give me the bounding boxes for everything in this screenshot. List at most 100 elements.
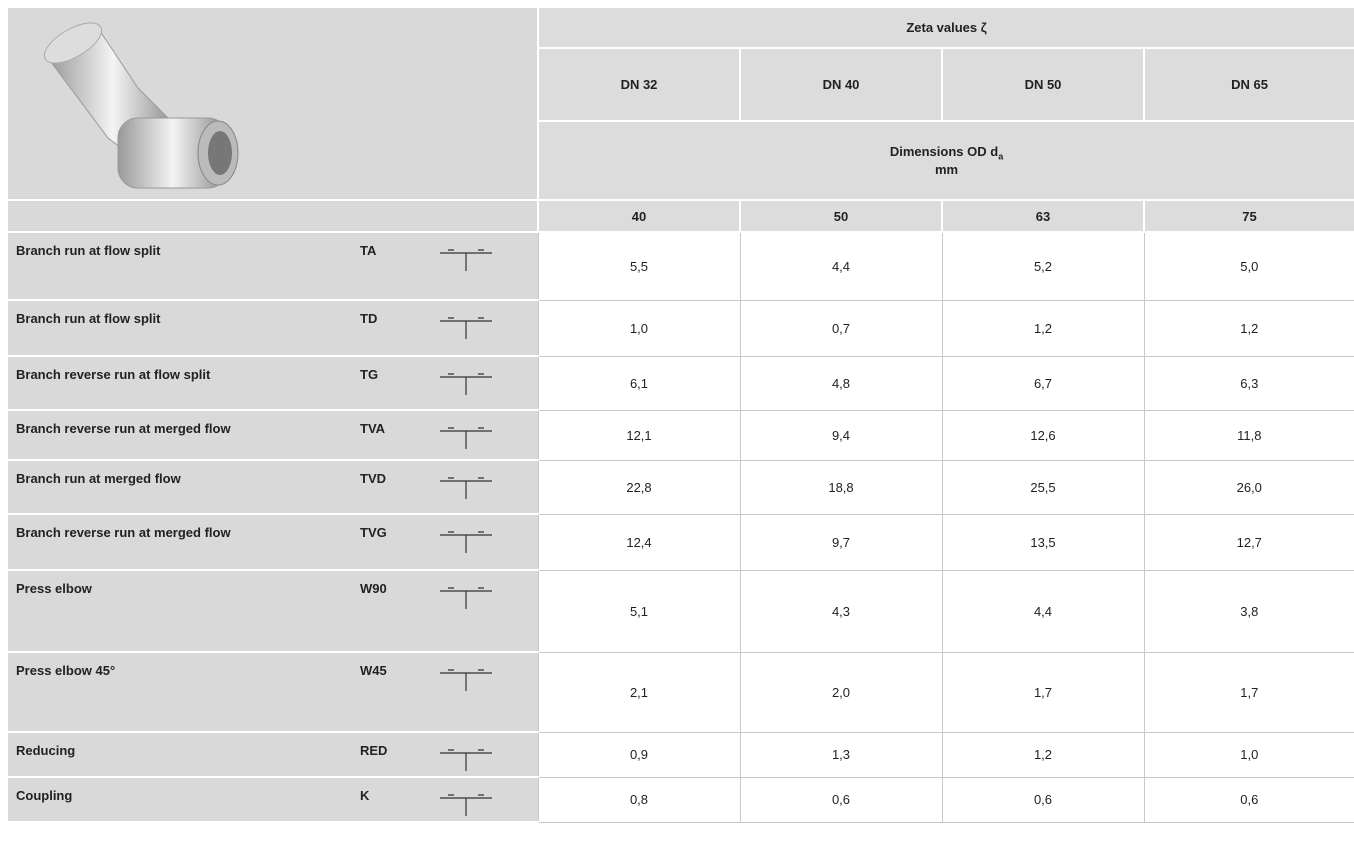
fitting-icon [410, 514, 538, 571]
dimension-header: 63 [941, 200, 1144, 233]
flow-symbol [440, 373, 492, 395]
fitting-code: RED [360, 732, 410, 778]
row: Branch run at merged flow TVD 22,8 18,8 25,5… [8, 460, 1354, 515]
zeta-value: 2,1 [537, 652, 740, 733]
zeta-value: 5,2 [941, 232, 1144, 301]
fitting-name: Branch run at merged flow [8, 460, 360, 515]
zeta-table: Zeta values ζ DN 32 DN 40 DN 50 DN 65 Dimen… [8, 8, 1354, 823]
dimension-header: 50 [739, 200, 942, 233]
fitting-code: TA [360, 232, 410, 301]
fitting-name: Press elbow 45° [8, 652, 360, 733]
dimensions-text: Dimensions OD d [889, 144, 999, 160]
fitting-name: Reducing [8, 732, 360, 778]
flow-symbol [440, 531, 492, 553]
flow-symbol [440, 669, 492, 691]
fitting-name: Branch run at flow split [8, 300, 360, 357]
fitting-code: TVG [360, 514, 410, 571]
zeta-value: 9,4 [739, 410, 942, 461]
blank [8, 200, 538, 233]
zeta-value: 4,4 [941, 570, 1144, 653]
dimensions-subscript: a [998, 151, 1004, 162]
fitting-name: Press elbow [8, 570, 360, 653]
flow-symbol [440, 477, 492, 499]
zeta-value: 12,7 [1143, 514, 1354, 571]
fitting-image [8, 8, 538, 201]
zeta-value: 1,2 [1143, 300, 1354, 357]
fitting-icon [410, 777, 538, 823]
fitting-code: W45 [360, 652, 410, 733]
row: Branch reverse run at merged flow TVG 12,4… [8, 514, 1354, 571]
flow-symbol [440, 587, 492, 609]
size-header: DN 40 [739, 48, 942, 123]
size-header: DN 65 [1142, 48, 1354, 123]
zeta-value: 0,7 [739, 300, 942, 357]
zeta-title: Zeta values ζ [536, 8, 1354, 50]
zeta-value: 3,8 [1143, 570, 1354, 653]
zeta-value: 12,6 [941, 410, 1144, 461]
fitting-code: TVD [360, 460, 410, 515]
row: Branch run at flow split TD 1,0 0,7 1,2 1,2 [8, 300, 1354, 357]
size-header: DN 32 [537, 48, 740, 123]
zeta-value: 9,7 [739, 514, 942, 571]
zeta-value: 6,1 [537, 356, 740, 411]
elbow-picture [43, 22, 239, 189]
row: Branch reverse run at merged flow TVA 12,1… [8, 410, 1354, 461]
zeta-value: 5,0 [1143, 232, 1354, 301]
flow-symbol [440, 317, 492, 339]
flow-symbol [440, 794, 492, 816]
row: Press elbow 45° W45 2,1 2,0 1,7 1,7 [8, 652, 1354, 733]
fitting-name: Branch run at flow split [8, 232, 360, 301]
zeta-value: 22,8 [537, 460, 740, 515]
dimensions-unit: mm [934, 161, 959, 177]
size-header: DN 50 [941, 48, 1144, 123]
flow-symbol [440, 749, 492, 771]
flow-symbol [440, 427, 492, 449]
row: Coupling K 0,8 0,6 0,6 0,6 [8, 777, 1354, 823]
zeta-value: 12,4 [537, 514, 740, 571]
zeta-value: 0,9 [537, 732, 740, 778]
fitting-name: Coupling [8, 777, 360, 823]
zeta-value: 1,7 [1143, 652, 1354, 733]
fitting-code: W90 [360, 570, 410, 653]
fitting-code: TD [360, 300, 410, 357]
flow-symbol [440, 249, 492, 271]
zeta-value: 0,6 [739, 777, 942, 823]
fitting-icon [410, 652, 538, 733]
zeta-value: 1,7 [941, 652, 1144, 733]
zeta-value: 0,6 [1143, 777, 1354, 823]
zeta-value: 6,3 [1143, 356, 1354, 411]
fitting-icon [410, 570, 538, 653]
zeta-value: 4,4 [739, 232, 942, 301]
zeta-value: 1,0 [537, 300, 740, 357]
zeta-value: 6,7 [941, 356, 1144, 411]
fitting-icon [410, 732, 538, 778]
fitting-icon [410, 460, 538, 515]
fitting-icon [410, 410, 538, 461]
dimension-header: 40 [537, 200, 740, 233]
zeta-value: 1,2 [941, 300, 1144, 357]
zeta-value: 25,5 [941, 460, 1144, 515]
row: Press elbow W90 5,1 4,3 4,4 3,8 [8, 570, 1354, 653]
zeta-value: 13,5 [941, 514, 1144, 571]
row: Branch run at flow split TA 5,5 4,4 5,2 5,0 [8, 232, 1354, 301]
zeta-value: 11,8 [1143, 410, 1354, 461]
fitting-name: Branch reverse run at flow split [8, 356, 360, 411]
fitting-icon [410, 232, 538, 301]
zeta-value: 4,3 [739, 570, 942, 653]
fitting-code: TVA [360, 410, 410, 461]
zeta-value: 12,1 [537, 410, 740, 461]
zeta-value: 4,8 [739, 356, 942, 411]
zeta-value: 5,1 [537, 570, 740, 653]
zeta-value: 18,8 [739, 460, 942, 515]
fitting-icon [410, 356, 538, 411]
zeta-value: 1,2 [941, 732, 1144, 778]
zeta-value: 5,5 [537, 232, 740, 301]
dimensions-label: Dimensions OD da mm [536, 121, 1354, 201]
fitting-icon [410, 300, 538, 357]
zeta-value: 2,0 [739, 652, 942, 733]
fitting-code: TG [360, 356, 410, 411]
row: Branch reverse run at flow split TG 6,1 4,8… [8, 356, 1354, 411]
zeta-value: 1,0 [1143, 732, 1354, 778]
zeta-value: 0,6 [941, 777, 1144, 823]
